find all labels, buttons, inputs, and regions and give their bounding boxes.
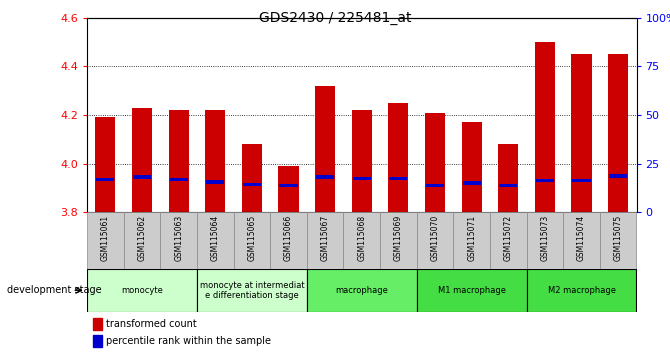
Text: GSM115071: GSM115071 [467, 215, 476, 261]
Text: GSM115064: GSM115064 [211, 215, 220, 262]
Text: GSM115068: GSM115068 [357, 215, 366, 261]
Bar [608, 54, 628, 212]
Text: GSM115061: GSM115061 [101, 215, 110, 261]
Bar [609, 174, 627, 178]
Text: GSM115070: GSM115070 [431, 215, 440, 262]
FancyBboxPatch shape [490, 212, 527, 269]
Bar [243, 183, 261, 186]
Bar [426, 184, 444, 187]
Bar [535, 42, 555, 212]
FancyBboxPatch shape [454, 212, 490, 269]
Text: GSM115063: GSM115063 [174, 215, 183, 262]
FancyBboxPatch shape [124, 212, 160, 269]
Bar [279, 166, 299, 212]
Bar [315, 86, 335, 212]
Text: GSM115067: GSM115067 [321, 215, 330, 262]
FancyBboxPatch shape [380, 212, 417, 269]
Bar [205, 110, 225, 212]
Text: transformed count: transformed count [107, 319, 197, 329]
FancyBboxPatch shape [527, 269, 636, 312]
FancyBboxPatch shape [527, 212, 563, 269]
Text: GSM115066: GSM115066 [284, 215, 293, 262]
Bar [132, 108, 152, 212]
Text: M2 macrophage: M2 macrophage [547, 286, 616, 295]
FancyBboxPatch shape [160, 212, 197, 269]
Bar [498, 144, 519, 212]
Bar [499, 184, 517, 187]
Text: GDS2430 / 225481_at: GDS2430 / 225481_at [259, 11, 411, 25]
FancyBboxPatch shape [87, 269, 636, 312]
FancyBboxPatch shape [417, 212, 454, 269]
Bar [462, 182, 481, 185]
Bar [572, 179, 591, 182]
FancyBboxPatch shape [197, 212, 234, 269]
FancyBboxPatch shape [344, 212, 380, 269]
Text: GSM115072: GSM115072 [504, 215, 513, 261]
FancyBboxPatch shape [307, 269, 417, 312]
Bar [92, 335, 103, 347]
Text: GSM115069: GSM115069 [394, 215, 403, 262]
FancyBboxPatch shape [600, 212, 636, 269]
Bar [95, 118, 115, 212]
FancyBboxPatch shape [563, 212, 600, 269]
FancyBboxPatch shape [234, 212, 270, 269]
Bar [133, 176, 151, 179]
Bar [462, 122, 482, 212]
Text: GSM115065: GSM115065 [247, 215, 257, 262]
FancyBboxPatch shape [417, 269, 527, 312]
Bar [279, 184, 297, 187]
Text: GSM115073: GSM115073 [541, 215, 549, 262]
Bar [206, 180, 224, 184]
Text: M1 macrophage: M1 macrophage [438, 286, 506, 295]
FancyBboxPatch shape [87, 212, 124, 269]
Bar [352, 177, 371, 180]
Bar [96, 178, 115, 181]
Bar [169, 110, 189, 212]
Bar [170, 178, 188, 181]
FancyBboxPatch shape [87, 269, 197, 312]
Bar [242, 144, 262, 212]
Text: monocyte: monocyte [121, 286, 163, 295]
Text: monocyte at intermediat
e differentiation stage: monocyte at intermediat e differentiatio… [200, 281, 304, 300]
Bar [352, 110, 372, 212]
Text: GSM115074: GSM115074 [577, 215, 586, 262]
Text: macrophage: macrophage [336, 286, 388, 295]
Bar [389, 103, 409, 212]
Bar [316, 176, 334, 179]
Bar [536, 179, 554, 182]
Bar [425, 113, 445, 212]
Text: percentile rank within the sample: percentile rank within the sample [107, 336, 271, 346]
Bar [572, 54, 592, 212]
Bar [92, 318, 103, 330]
FancyBboxPatch shape [197, 269, 307, 312]
FancyBboxPatch shape [270, 212, 307, 269]
Text: development stage: development stage [7, 285, 101, 295]
Text: GSM115062: GSM115062 [137, 215, 147, 261]
Bar [389, 177, 407, 180]
Text: GSM115075: GSM115075 [614, 215, 622, 262]
FancyBboxPatch shape [307, 212, 344, 269]
